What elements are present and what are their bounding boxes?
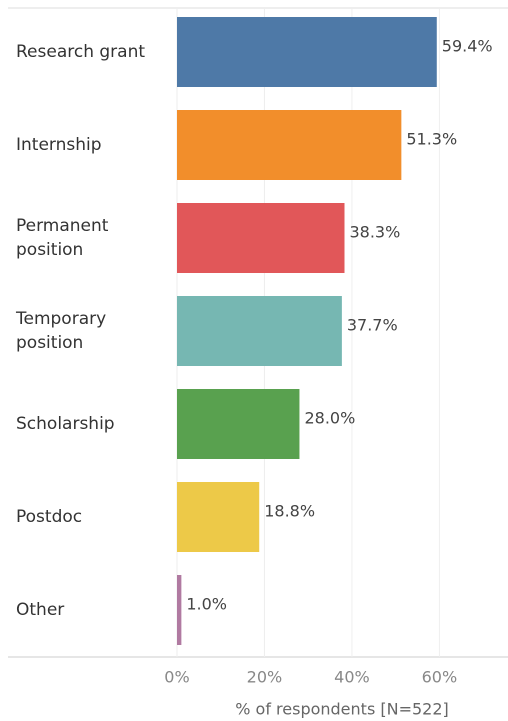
value-label: 51.3% [406,130,457,149]
value-label: 28.0% [304,409,355,428]
category-label: Scholarship [16,414,115,434]
x-tick-label: 40% [334,668,370,687]
value-label: 1.0% [186,595,227,614]
x-tick-label: 60% [422,668,458,687]
value-label: 37.7% [347,316,398,335]
bar [177,575,182,645]
category-label: Temporary position [15,309,106,353]
x-axis-title: % of respondents [N=522] [235,700,449,719]
category-label: Postdoc [16,507,82,527]
category-label: Internship [16,135,102,155]
bar [177,17,437,87]
bar [177,203,345,273]
bar [177,482,260,552]
value-label: 59.4% [442,37,493,56]
category-label: Permanent position [16,216,109,260]
x-tick-label: 0% [164,668,189,687]
bar [177,296,342,366]
value-label: 38.3% [349,223,400,242]
category-label: Research grant [16,42,145,62]
value-label: 18.8% [264,502,315,521]
bar [177,389,300,459]
x-tick-label: 20% [247,668,283,687]
bar [177,110,402,180]
category-label: Other [16,600,64,620]
